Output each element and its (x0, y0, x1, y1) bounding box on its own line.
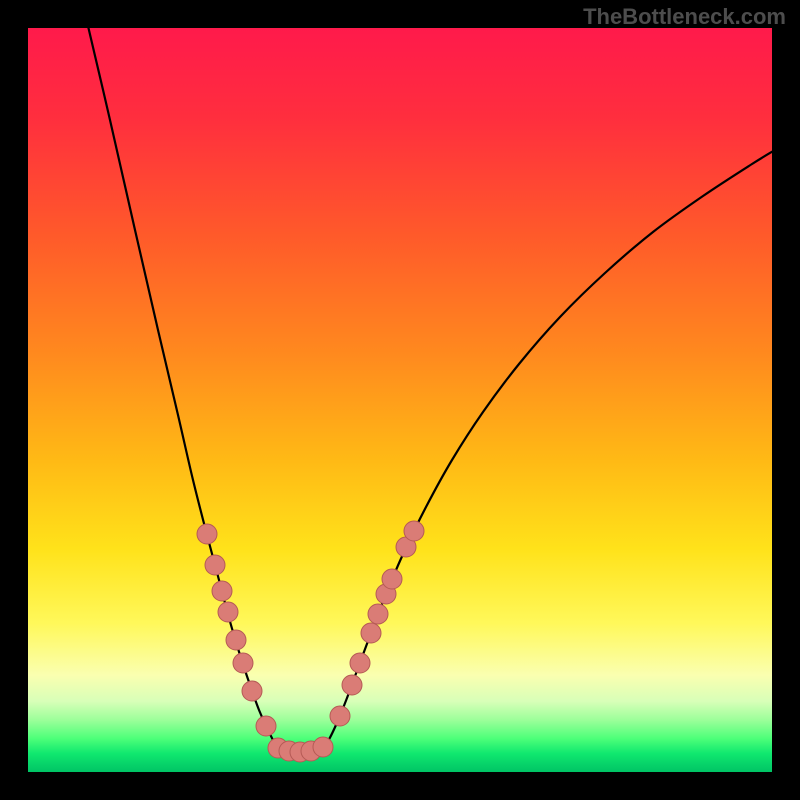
data-marker (368, 604, 388, 624)
data-marker (212, 581, 232, 601)
chart-svg (0, 0, 800, 800)
data-marker (342, 675, 362, 695)
data-marker (205, 555, 225, 575)
data-marker (197, 524, 217, 544)
data-marker (242, 681, 262, 701)
data-marker (350, 653, 370, 673)
data-marker (361, 623, 381, 643)
data-marker (226, 630, 246, 650)
data-marker (256, 716, 276, 736)
data-marker (313, 737, 333, 757)
chart-frame: TheBottleneck.com (0, 0, 800, 800)
watermark-text: TheBottleneck.com (583, 4, 786, 30)
data-marker (330, 706, 350, 726)
data-marker (382, 569, 402, 589)
data-marker (404, 521, 424, 541)
data-marker (233, 653, 253, 673)
chart-plot-area (28, 28, 772, 772)
data-marker (218, 602, 238, 622)
